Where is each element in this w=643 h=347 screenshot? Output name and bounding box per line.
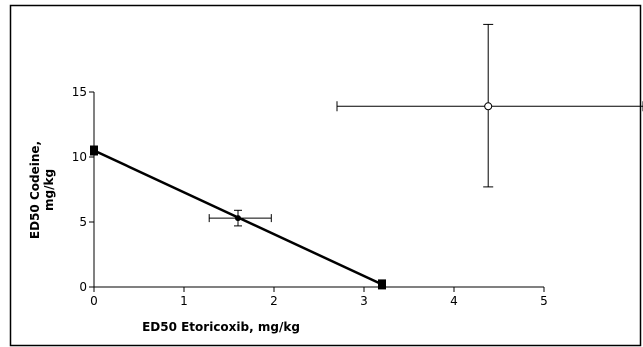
x-tick-label-2: 2 [270, 294, 278, 308]
theoretical-point [235, 215, 241, 222]
y-tick-label-5: 5 [79, 215, 87, 229]
y-axis-title-line2: mg/kg [42, 169, 56, 211]
chart-border [9, 4, 642, 347]
x-tick-label-0: 0 [90, 294, 98, 308]
single-drug-point-1 [378, 279, 386, 290]
x-tick-label-1: 1 [180, 294, 188, 308]
x-tick-label-4: 4 [450, 294, 458, 308]
x-tick-label-3: 3 [360, 294, 368, 308]
x-axis-title: ED50 Etoricoxib, mg/kg [142, 320, 300, 334]
y-tick-label-0: 0 [79, 280, 87, 294]
single-drug-point-0 [90, 145, 98, 156]
y-tick-label-10: 10 [72, 150, 87, 164]
experimental-point [484, 102, 493, 111]
y-tick-label-15: 15 [72, 85, 87, 99]
y-axis-title-line1: ED50 Codeine, [28, 141, 42, 239]
plot-area: 0 1 2 3 4 5 0 5 10 15 [72, 23, 643, 308]
x-tick-label-5: 5 [540, 294, 548, 308]
